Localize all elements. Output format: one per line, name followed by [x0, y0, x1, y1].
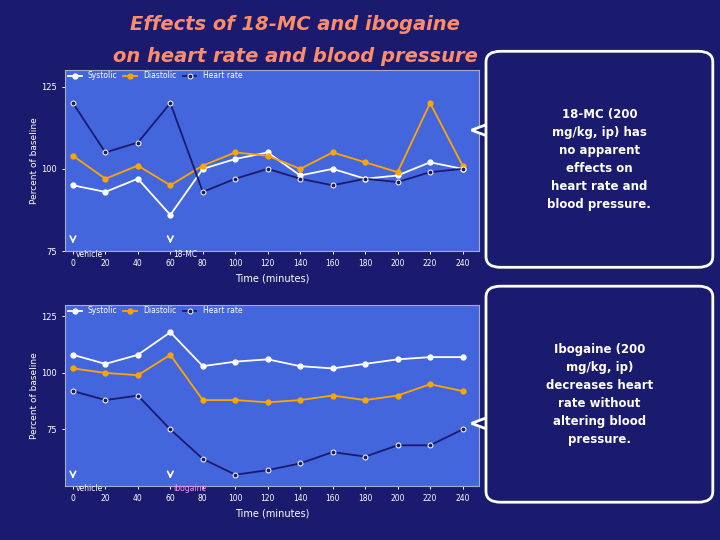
Text: vehicle: vehicle — [76, 484, 104, 492]
Text: 18-MC (200
mg/kg, ip) has
no apparent
effects on
heart rate and
blood pressure.: 18-MC (200 mg/kg, ip) has no apparent ef… — [547, 108, 652, 211]
Heart rate — [231, 176, 240, 182]
Systolic — [426, 354, 434, 360]
Diastolic — [166, 352, 175, 358]
Text: 18-MC: 18-MC — [174, 251, 198, 259]
Heart rate — [426, 169, 434, 176]
Line: Heart rate: Heart rate — [71, 100, 465, 194]
Systolic — [231, 156, 240, 162]
Heart rate — [361, 176, 369, 182]
Systolic — [361, 176, 369, 182]
Diastolic — [361, 397, 369, 403]
Systolic — [458, 354, 467, 360]
Systolic — [328, 365, 337, 372]
Text: vehicle: vehicle — [76, 251, 104, 259]
Diastolic — [264, 399, 272, 406]
Systolic — [296, 172, 305, 179]
Diastolic — [231, 149, 240, 156]
Heart rate — [393, 442, 402, 449]
Diastolic — [393, 169, 402, 176]
Heart rate — [393, 179, 402, 185]
Systolic — [264, 356, 272, 363]
Diastolic — [166, 182, 175, 188]
Systolic — [133, 352, 142, 358]
Diastolic — [133, 163, 142, 169]
Heart rate — [231, 471, 240, 478]
Systolic — [101, 188, 109, 195]
Heart rate — [458, 426, 467, 433]
Systolic — [458, 166, 467, 172]
Diastolic — [426, 100, 434, 106]
Heart rate — [458, 166, 467, 172]
Heart rate — [199, 188, 207, 195]
Diastolic — [133, 372, 142, 379]
Heart rate — [264, 467, 272, 474]
Line: Systolic: Systolic — [71, 330, 465, 371]
Systolic — [199, 166, 207, 172]
Heart rate — [296, 176, 305, 182]
Heart rate — [133, 392, 142, 399]
Systolic — [68, 352, 77, 358]
X-axis label: Time (minutes): Time (minutes) — [235, 508, 309, 518]
Diastolic — [393, 392, 402, 399]
Line: Heart rate: Heart rate — [71, 389, 465, 477]
Systolic — [68, 182, 77, 188]
Diastolic — [458, 388, 467, 394]
Systolic — [393, 172, 402, 179]
Text: on heart rate and blood pressure: on heart rate and blood pressure — [113, 47, 477, 66]
Systolic — [296, 363, 305, 369]
Heart rate — [361, 454, 369, 460]
Diastolic — [264, 152, 272, 159]
Systolic — [393, 356, 402, 363]
Line: Diastolic: Diastolic — [71, 353, 465, 405]
Heart rate — [199, 456, 207, 462]
Systolic — [328, 166, 337, 172]
Y-axis label: Percent of baseline: Percent of baseline — [30, 117, 39, 204]
Systolic — [101, 361, 109, 367]
Line: Systolic: Systolic — [71, 150, 465, 218]
Heart rate — [68, 388, 77, 394]
Systolic — [264, 149, 272, 156]
Diastolic — [101, 370, 109, 376]
Diastolic — [199, 397, 207, 403]
Diastolic — [199, 163, 207, 169]
Diastolic — [101, 176, 109, 182]
Legend: Systolic, Diastolic, Heart rate: Systolic, Diastolic, Heart rate — [65, 69, 246, 84]
Heart rate — [328, 182, 337, 188]
Text: Ibogaine (200
mg/kg, ip)
decreases heart
rate without
altering blood
pressure.: Ibogaine (200 mg/kg, ip) decreases heart… — [546, 343, 653, 445]
Heart rate — [166, 426, 175, 433]
Heart rate — [166, 100, 175, 106]
Diastolic — [328, 392, 337, 399]
Diastolic — [296, 166, 305, 172]
Diastolic — [458, 163, 467, 169]
Heart rate — [101, 397, 109, 403]
Systolic — [166, 212, 175, 218]
Heart rate — [264, 166, 272, 172]
Line: Diastolic: Diastolic — [71, 100, 465, 188]
Heart rate — [296, 460, 305, 467]
Heart rate — [133, 139, 142, 146]
Legend: Systolic, Diastolic, Heart rate: Systolic, Diastolic, Heart rate — [65, 303, 246, 319]
Systolic — [199, 363, 207, 369]
Heart rate — [328, 449, 337, 455]
Text: ibogaine: ibogaine — [174, 484, 207, 492]
Diastolic — [68, 152, 77, 159]
Diastolic — [231, 397, 240, 403]
Diastolic — [426, 381, 434, 388]
Systolic — [166, 329, 175, 335]
Systolic — [133, 176, 142, 182]
Text: Effects of 18-MC and ibogaine: Effects of 18-MC and ibogaine — [130, 15, 460, 34]
Systolic — [231, 359, 240, 365]
Heart rate — [426, 442, 434, 449]
Diastolic — [296, 397, 305, 403]
Diastolic — [328, 149, 337, 156]
Diastolic — [68, 365, 77, 372]
Y-axis label: Percent of baseline: Percent of baseline — [30, 352, 39, 439]
Systolic — [361, 361, 369, 367]
X-axis label: Time (minutes): Time (minutes) — [235, 273, 309, 284]
Systolic — [426, 159, 434, 166]
Diastolic — [361, 159, 369, 166]
Heart rate — [68, 100, 77, 106]
Heart rate — [101, 149, 109, 156]
